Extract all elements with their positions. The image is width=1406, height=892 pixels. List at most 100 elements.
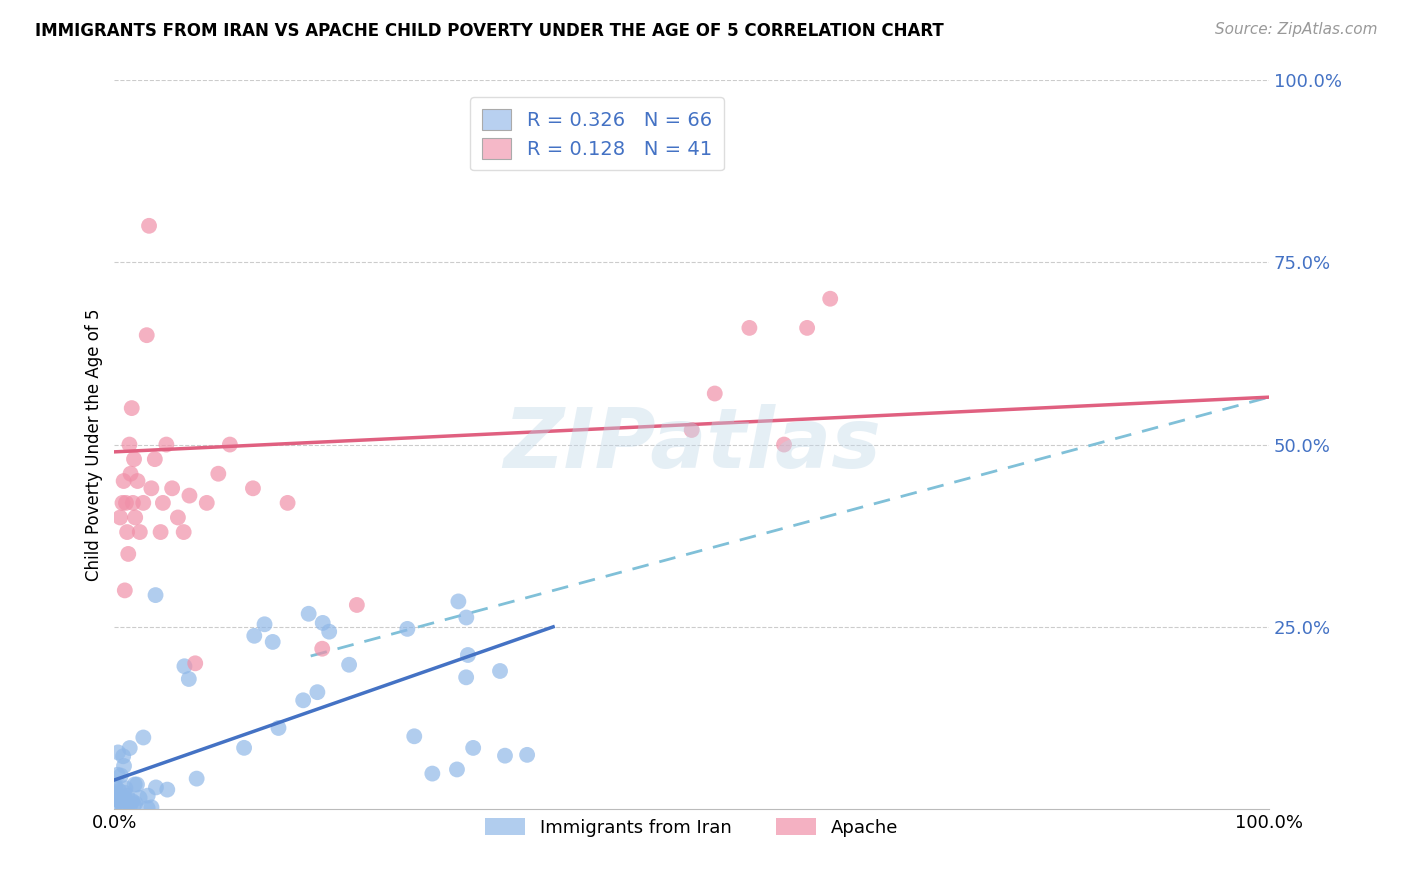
Point [104,779,127,793]
Point [152,496,174,510]
Point [136,789,159,803]
Y-axis label: Child Poverty Under the Age of 5: Child Poverty Under the Age of 5 [86,309,103,581]
Point [184,657,207,671]
Point [125,777,148,791]
Point [179,489,201,503]
Point [112,474,135,488]
Point [446,763,468,777]
Point [105,796,128,810]
Point [120,467,142,481]
Point [108,510,131,524]
Point [346,598,368,612]
Point [111,791,134,805]
Point [107,792,129,806]
Point [111,496,134,510]
Point [136,801,159,815]
Point [114,794,136,808]
Point [115,789,138,803]
Point [118,437,141,451]
Point [703,386,725,401]
Point [117,547,139,561]
Point [124,510,146,524]
Point [242,481,264,495]
Point [107,792,129,806]
Point [298,607,321,621]
Point [494,748,516,763]
Point [143,452,166,467]
Point [155,437,177,451]
Point [112,749,135,764]
Point [681,423,703,437]
Point [218,437,240,451]
Point [463,740,485,755]
Point [124,777,146,791]
Text: Source: ZipAtlas.com: Source: ZipAtlas.com [1215,22,1378,37]
Point [307,685,329,699]
Point [796,321,818,335]
Point [122,496,145,510]
Point [114,583,136,598]
Point [110,792,132,806]
Point [456,670,478,684]
Text: IMMIGRANTS FROM IRAN VS APACHE CHILD POVERTY UNDER THE AGE OF 5 CORRELATION CHAR: IMMIGRANTS FROM IRAN VS APACHE CHILD POV… [35,22,943,40]
Point [111,802,134,816]
Point [104,780,127,794]
Point [141,800,163,814]
Point [489,664,512,678]
Point [312,615,335,630]
Point [167,510,190,524]
Point [773,437,796,451]
Point [108,790,131,805]
Point [173,659,195,673]
Point [112,790,135,805]
Point [253,617,276,632]
Point [115,524,138,539]
Point [110,768,132,782]
Point [149,524,172,539]
Point [396,622,419,636]
Point [311,641,333,656]
Point [141,481,163,495]
Point [207,467,229,481]
Point [121,401,143,416]
Point [114,781,136,796]
Point [132,731,155,745]
Point [128,790,150,805]
Point [122,452,145,467]
Point [104,787,127,801]
Point [447,594,470,608]
Point [135,328,157,343]
Point [121,794,143,808]
Point [132,496,155,510]
Point [156,782,179,797]
Point [145,588,167,602]
Point [177,672,200,686]
Point [108,784,131,798]
Point [404,729,426,743]
Point [292,693,315,707]
Point [195,496,218,510]
Point [267,721,290,735]
Point [243,629,266,643]
Point [115,496,138,510]
Point [110,796,132,810]
Point [112,759,135,773]
Point [818,292,841,306]
Point [128,524,150,539]
Point [118,741,141,756]
Point [420,766,443,780]
Point [186,772,208,786]
Point [107,768,129,782]
Point [262,635,284,649]
Point [127,474,149,488]
Point [104,792,127,806]
Point [112,791,135,805]
Text: ZIPatlas: ZIPatlas [503,404,880,485]
Point [120,798,142,813]
Legend: Immigrants from Iran, Apache: Immigrants from Iran, Apache [478,811,905,844]
Point [277,496,299,510]
Point [456,610,478,624]
Point [138,219,160,233]
Point [107,746,129,760]
Point [114,786,136,800]
